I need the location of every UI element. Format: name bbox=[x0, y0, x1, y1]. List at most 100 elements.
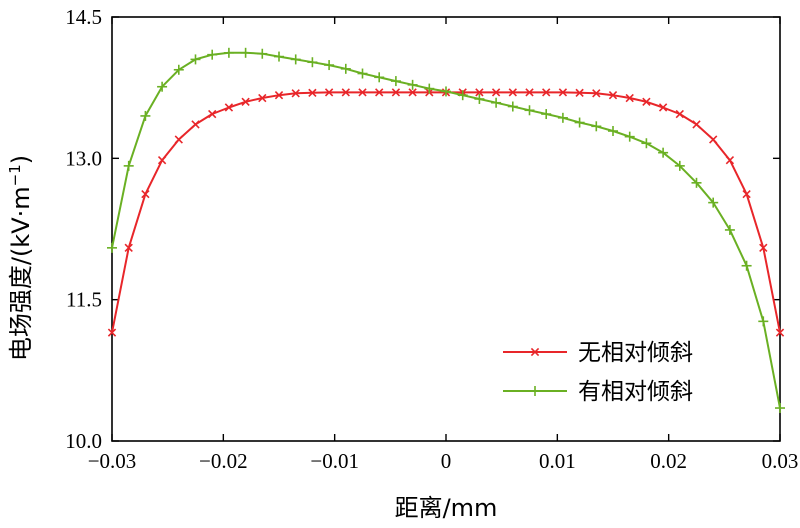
marker-stroke bbox=[258, 93, 267, 103]
plus-marker bbox=[624, 131, 635, 142]
x-marker bbox=[174, 135, 183, 144]
plus-marker bbox=[123, 160, 134, 171]
marker-stroke bbox=[107, 328, 117, 337]
x-marker bbox=[224, 103, 234, 112]
plus-marker bbox=[424, 83, 435, 94]
plus-marker bbox=[207, 49, 218, 60]
marker-stroke bbox=[759, 243, 768, 253]
x-marker bbox=[530, 347, 540, 357]
plus-marker bbox=[691, 177, 702, 188]
legend-label: 有相对倾斜 bbox=[578, 379, 693, 405]
plus-marker bbox=[307, 57, 318, 68]
y-axis-title-superscript: −1 bbox=[6, 164, 24, 186]
plus-marker bbox=[507, 101, 518, 112]
x-marker bbox=[709, 135, 718, 144]
plus-marker bbox=[658, 147, 669, 158]
plus-marker bbox=[173, 64, 184, 75]
x-marker bbox=[608, 91, 618, 100]
marker-stroke bbox=[642, 97, 651, 106]
plus-marker bbox=[758, 316, 769, 327]
y-tick-label: 10.0 bbox=[65, 429, 102, 453]
plus-marker bbox=[441, 86, 451, 97]
plus-marker bbox=[557, 112, 568, 123]
x-marker bbox=[341, 88, 350, 97]
x-axis-title: 距离/mm bbox=[395, 494, 498, 522]
plus-marker bbox=[157, 81, 168, 92]
x-marker bbox=[141, 189, 150, 199]
legend-entry: 有相对倾斜 bbox=[503, 379, 693, 405]
x-marker bbox=[324, 88, 334, 97]
plus-marker bbox=[530, 386, 540, 396]
x-marker bbox=[658, 103, 668, 112]
x-tick-label: −0.03 bbox=[88, 449, 137, 473]
x-marker bbox=[692, 120, 701, 129]
legend-label: 无相对倾斜 bbox=[578, 340, 693, 366]
x-marker bbox=[358, 88, 367, 97]
plus-marker bbox=[257, 48, 268, 59]
marker-stroke bbox=[291, 89, 300, 98]
plus-marker bbox=[274, 51, 284, 62]
marker-stroke bbox=[191, 120, 200, 129]
legend-entry: 无相对倾斜 bbox=[503, 340, 693, 366]
plus-marker bbox=[457, 90, 468, 101]
marker-stroke bbox=[709, 135, 718, 144]
plus-marker bbox=[491, 97, 502, 108]
marker-stroke bbox=[208, 109, 217, 119]
x-marker bbox=[675, 109, 684, 119]
series-group bbox=[107, 47, 785, 414]
marker-stroke bbox=[308, 88, 317, 98]
plus-marker bbox=[641, 138, 652, 149]
marker-stroke bbox=[241, 97, 250, 106]
plus-marker bbox=[190, 54, 201, 65]
x-tick-label: 0.02 bbox=[650, 449, 687, 473]
marker-stroke bbox=[508, 88, 517, 97]
x-marker bbox=[775, 328, 785, 337]
marker-stroke bbox=[558, 88, 568, 97]
y-axis-title-main: 电场强度/(kV·m bbox=[7, 186, 35, 361]
y-axis-title: 电场强度/(kV·m−1) bbox=[6, 155, 35, 361]
x-marker bbox=[642, 97, 651, 106]
marker-stroke bbox=[141, 189, 150, 199]
marker-stroke bbox=[742, 189, 751, 199]
marker-stroke bbox=[324, 88, 334, 97]
x-tick-label: 0.03 bbox=[762, 449, 799, 473]
plus-marker bbox=[240, 47, 251, 58]
series-2 bbox=[107, 47, 785, 414]
plus-marker bbox=[340, 63, 351, 74]
marker-stroke bbox=[692, 120, 701, 129]
plus-marker bbox=[290, 54, 301, 65]
marker-stroke bbox=[530, 347, 540, 357]
x-marker bbox=[475, 88, 484, 97]
marker-stroke bbox=[575, 88, 584, 98]
x-marker bbox=[157, 156, 167, 165]
marker-stroke bbox=[391, 88, 401, 97]
marker-stroke bbox=[408, 88, 417, 97]
series-line bbox=[111, 91, 781, 333]
series-1 bbox=[107, 88, 785, 337]
plus-marker bbox=[591, 121, 602, 132]
plus-marker bbox=[524, 105, 535, 116]
plus-marker bbox=[374, 72, 385, 83]
x-marker bbox=[508, 88, 517, 97]
x-tick-label: −0.02 bbox=[199, 449, 248, 473]
marker-stroke bbox=[224, 103, 234, 112]
x-marker bbox=[408, 88, 417, 97]
marker-stroke bbox=[341, 88, 350, 97]
y-tick-label: 13.0 bbox=[65, 146, 102, 170]
axis-labels: 距离/mm 电场强度/(kV·m−1) bbox=[6, 155, 497, 522]
marker-stroke bbox=[658, 103, 668, 112]
marker-stroke bbox=[592, 89, 601, 98]
marker-stroke bbox=[375, 88, 384, 97]
x-marker bbox=[107, 328, 117, 337]
y-tick-label: 11.5 bbox=[66, 288, 102, 312]
plus-marker bbox=[140, 110, 151, 121]
x-marker bbox=[274, 91, 284, 100]
plus-marker bbox=[674, 160, 685, 171]
x-marker bbox=[625, 93, 634, 103]
x-tick-label: 0 bbox=[441, 449, 452, 473]
x-marker bbox=[124, 243, 133, 253]
x-marker bbox=[208, 109, 217, 119]
plus-marker bbox=[390, 76, 401, 87]
marker-stroke bbox=[475, 88, 484, 97]
